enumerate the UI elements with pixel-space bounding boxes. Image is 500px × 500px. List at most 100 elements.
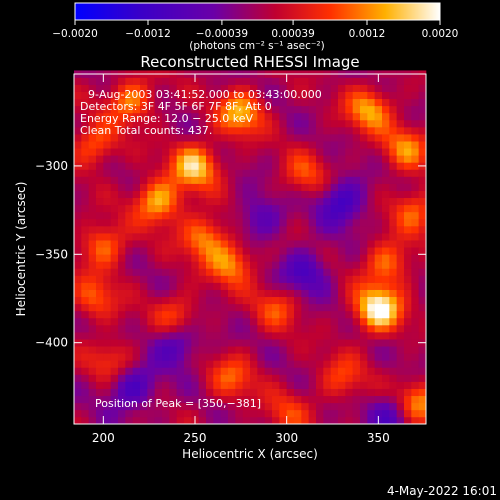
heatmap-cell	[169, 105, 177, 114]
heatmap-cell	[301, 346, 309, 354]
heatmap-cell	[396, 240, 405, 248]
heatmap-cell	[242, 353, 251, 361]
heatmap-cell	[286, 317, 295, 326]
heatmap-cell	[74, 240, 82, 248]
heatmap-cell	[250, 197, 258, 206]
heatmap-cell	[352, 134, 361, 142]
heatmap-cell	[330, 112, 339, 121]
heatmap-cell	[301, 197, 309, 206]
heatmap-cell	[279, 240, 287, 248]
heatmap-cell	[118, 268, 126, 276]
heatmap-cell	[96, 197, 104, 206]
heatmap-cell	[140, 127, 148, 135]
heatmap-cell	[235, 148, 243, 156]
heatmap-cell	[301, 268, 309, 276]
heatmap-cell	[88, 105, 97, 114]
heatmap-cell	[418, 282, 427, 290]
heatmap-cell	[264, 388, 273, 397]
heatmap-cell	[294, 91, 302, 100]
heatmap-cell	[228, 360, 236, 368]
heatmap-cell	[162, 197, 170, 206]
heatmap-cell	[272, 211, 280, 220]
heatmap-cell	[191, 162, 199, 170]
heatmap-cell	[206, 381, 214, 389]
heatmap-cell	[360, 254, 368, 262]
heatmap-cell	[147, 240, 155, 248]
heatmap-cell	[374, 141, 383, 149]
heatmap-cell	[418, 233, 427, 241]
heatmap-cell	[191, 310, 199, 319]
heatmap-cell	[110, 339, 119, 347]
heatmap-cell	[162, 247, 170, 255]
heatmap-cell	[389, 211, 397, 220]
heatmap-cell	[74, 268, 82, 276]
heatmap-cell	[264, 395, 273, 404]
heatmap-cell	[176, 374, 185, 382]
heatmap-cell	[396, 416, 405, 425]
heatmap-cell	[308, 169, 317, 177]
heatmap-cell	[411, 84, 419, 92]
heatmap-cell	[81, 296, 89, 305]
heatmap-cell	[374, 134, 383, 142]
heatmap-cell	[235, 183, 243, 191]
heatmap-cell	[404, 84, 412, 92]
heatmap-cell	[360, 233, 368, 241]
heatmap-cell	[396, 190, 405, 199]
heatmap-cell	[176, 388, 185, 397]
heatmap-cell	[198, 268, 207, 276]
heatmap-cell	[74, 119, 82, 128]
heatmap-cell	[418, 402, 427, 411]
heatmap-cell	[323, 176, 331, 184]
heatmap-cell	[228, 169, 236, 177]
heatmap-cell	[132, 233, 141, 241]
heatmap-cell	[294, 141, 302, 149]
heatmap-cell	[352, 395, 361, 404]
heatmap-cell	[382, 134, 390, 142]
heatmap-cell	[352, 367, 361, 375]
heatmap-cell	[301, 254, 309, 262]
heatmap-cell	[176, 211, 185, 220]
heatmap-cell	[360, 409, 368, 418]
heatmap-cell	[404, 346, 412, 354]
heatmap-cell	[345, 332, 353, 340]
heatmap-cell	[411, 275, 419, 283]
heatmap-cell	[418, 226, 427, 234]
heatmap-cell	[206, 211, 214, 220]
heatmap-cell	[154, 303, 163, 312]
heatmap-cell	[191, 218, 199, 227]
heatmap-cell	[352, 233, 361, 241]
heatmap-cell	[154, 155, 163, 163]
heatmap-cell	[213, 98, 221, 107]
heatmap-cell	[118, 374, 126, 382]
heatmap-cell	[367, 360, 375, 368]
heatmap-cell	[118, 183, 126, 191]
heatmap-cell	[367, 381, 375, 389]
heatmap-cell	[257, 303, 265, 312]
y-tick-label: −350	[35, 247, 68, 261]
heatmap-cell	[154, 268, 163, 276]
heatmap-cell	[360, 282, 368, 290]
heatmap-cell	[162, 218, 170, 227]
heatmap-cell	[352, 409, 361, 418]
heatmap-cell	[352, 374, 361, 382]
heatmap-cell	[147, 388, 155, 397]
heatmap-cell	[118, 148, 126, 156]
heatmap-cell	[294, 296, 302, 305]
heatmap-cell	[154, 310, 163, 319]
heatmap-cell	[81, 91, 89, 100]
heatmap-cell	[323, 325, 331, 333]
heatmap-cell	[264, 254, 273, 262]
heatmap-cell	[404, 226, 412, 234]
heatmap-cell	[316, 141, 324, 149]
heatmap-cell	[140, 84, 148, 92]
heatmap-cell	[352, 176, 361, 184]
heatmap-cell	[272, 395, 280, 404]
heatmap-cell	[301, 190, 309, 199]
heatmap-cell	[272, 388, 280, 397]
heatmap-cell	[88, 374, 97, 382]
heatmap-cell	[257, 374, 265, 382]
heatmap-cell	[345, 190, 353, 199]
heatmap-cell	[250, 176, 258, 184]
heatmap-cell	[330, 374, 339, 382]
heatmap-cell	[88, 325, 97, 333]
